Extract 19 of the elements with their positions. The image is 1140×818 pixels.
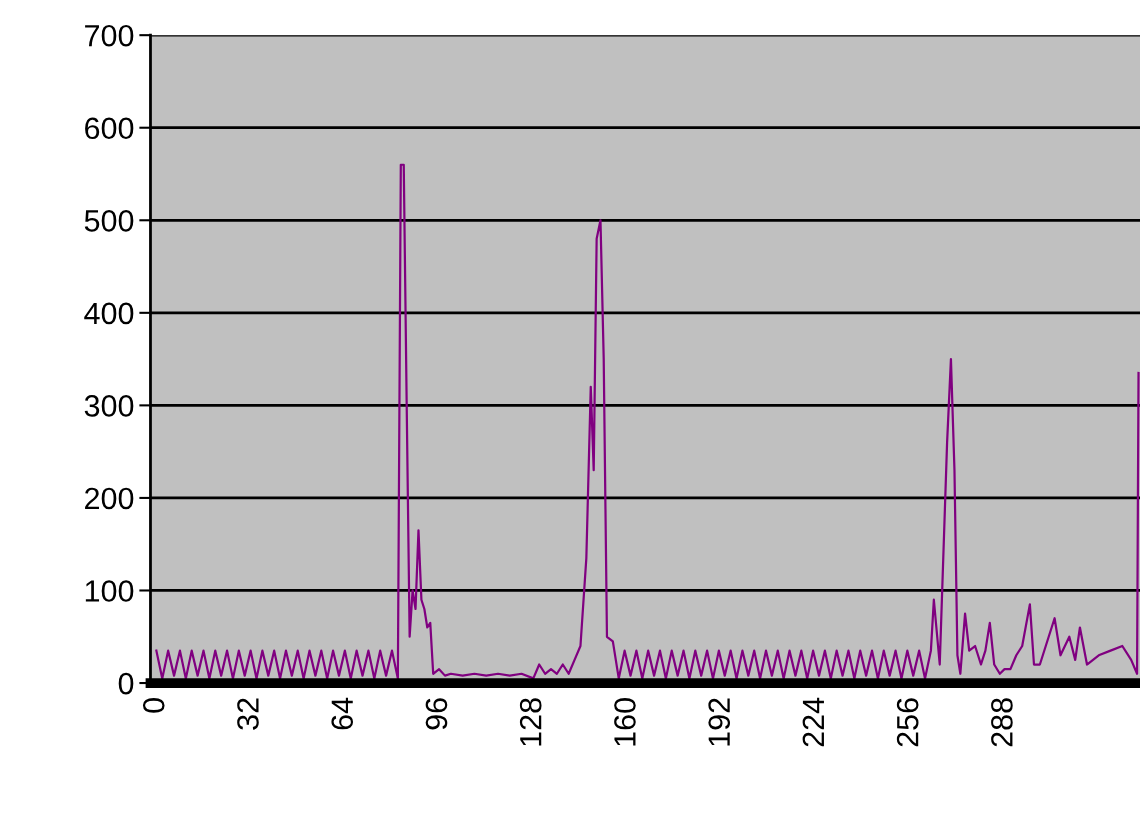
y-tick-label: 300 [84,395,134,417]
y-tick-label: 0 [118,672,134,695]
y-tick-label: 100 [85,580,134,602]
x-tick-label: 160 [614,698,636,746]
line-series [155,163,1140,680]
x-tick-label: 0 [142,698,165,713]
x-tick-label: 96 [425,698,448,730]
x-tick-label: 32 [237,698,259,730]
y-tick-label: 600 [85,117,134,140]
x-tick-label: 128 [519,698,542,746]
x-tick-label: 288 [991,698,1013,747]
y-tick-label: 400 [84,302,134,325]
x-tick-label: 224 [802,697,824,747]
y-tick-label: 500 [84,210,134,232]
x-tick-label: 192 [708,698,731,746]
y-tick-label: 700 [85,24,134,47]
y-tick-label: 200 [85,487,134,510]
x-tick-label: 256 [896,698,919,747]
x-tick-label: 64 [331,697,354,730]
